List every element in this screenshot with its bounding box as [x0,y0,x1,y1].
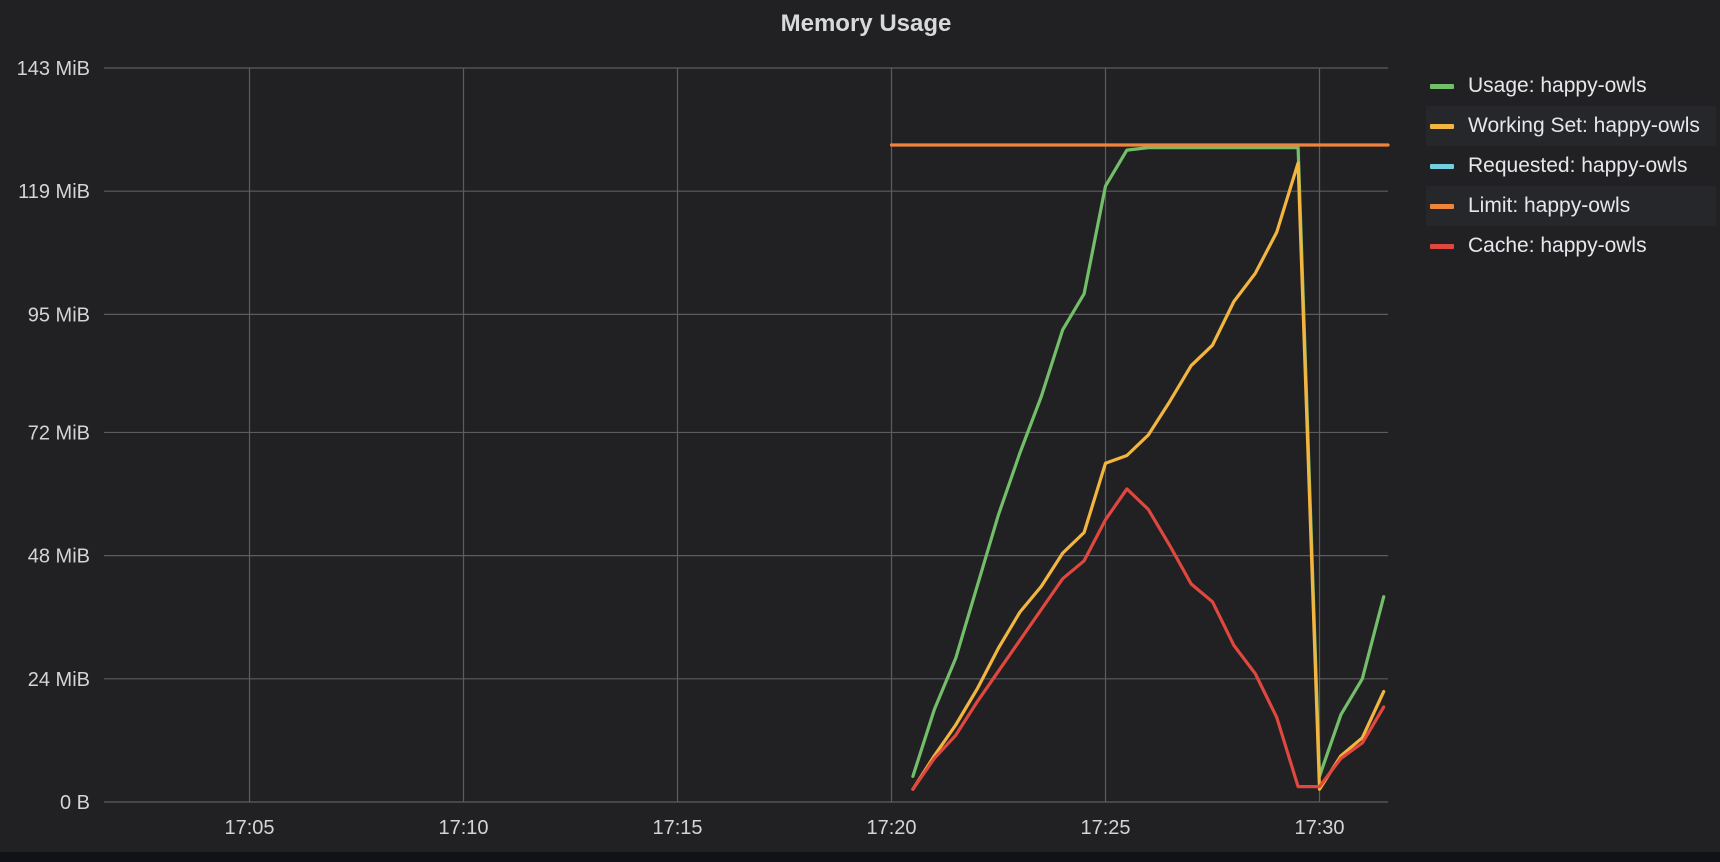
y-tick-label: 48 MiB [28,546,90,568]
y-tick-label: 72 MiB [28,422,90,444]
x-tick-label: 17:20 [866,817,916,839]
x-tick-label: 17:30 [1294,817,1344,839]
legend-item[interactable]: Cache: happy-owls [1426,226,1716,266]
legend-item[interactable]: Working Set: happy-owls [1426,106,1716,146]
y-tick-label: 119 MiB [18,181,90,203]
legend-label: Cache: happy-owls [1468,234,1647,257]
legend-item[interactable]: Usage: happy-owls [1426,66,1716,106]
legend-label: Requested: happy-owls [1468,154,1688,177]
grid-lines [104,67,1388,803]
legend-swatch-icon [1430,163,1454,169]
y-tick-label: 24 MiB [28,669,90,691]
x-tick-label: 17:25 [1080,817,1130,839]
x-tick-label: 17:05 [224,817,274,839]
legend-swatch-icon [1430,203,1454,209]
legend-label: Working Set: happy-owls [1468,114,1700,137]
series-line-0[interactable] [911,146,1386,778]
series-line-1[interactable] [911,161,1386,791]
legend-label: Limit: happy-owls [1468,194,1631,217]
series-line-4[interactable] [911,487,1386,791]
legend-swatch-icon [1430,123,1454,129]
legend: Usage: happy-owls Working Set: happy-owls… [1426,66,1716,266]
y-tick-label: 95 MiB [28,304,90,326]
y-tick-label: 143 MiB [17,58,90,80]
x-tick-label: 17:15 [652,817,702,839]
x-axis: 17:05 17:10 17:15 17:20 17:25 17:30 [224,817,1344,839]
legend-label: Usage: happy-owls [1468,74,1647,97]
y-axis: 0 B 24 MiB 48 MiB 72 MiB 95 MiB 119 MiB 143 Mi… [17,58,90,814]
y-tick-label: 0 B [60,792,90,814]
x-tick-label: 17:10 [438,817,488,839]
legend-item[interactable]: Requested: happy-owls [1426,146,1716,186]
legend-item[interactable]: Limit: happy-owls [1426,186,1716,226]
series-lines [889,143,1390,791]
legend-swatch-icon [1430,243,1454,249]
legend-swatch-icon [1430,83,1454,89]
chart-title: Memory Usage [780,10,952,37]
